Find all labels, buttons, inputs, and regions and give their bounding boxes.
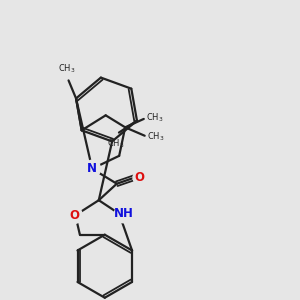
Circle shape: [133, 171, 146, 184]
Text: NH: NH: [113, 207, 133, 220]
Text: O: O: [69, 209, 79, 222]
Text: CH$_3$: CH$_3$: [58, 62, 76, 75]
Circle shape: [84, 160, 100, 177]
Text: O: O: [135, 171, 145, 184]
Text: N: N: [87, 162, 97, 175]
Circle shape: [65, 207, 82, 224]
Circle shape: [114, 205, 132, 223]
Text: CH$_3$: CH$_3$: [106, 138, 124, 151]
Text: CH$_3$: CH$_3$: [147, 131, 165, 143]
Text: CH$_3$: CH$_3$: [146, 111, 164, 124]
